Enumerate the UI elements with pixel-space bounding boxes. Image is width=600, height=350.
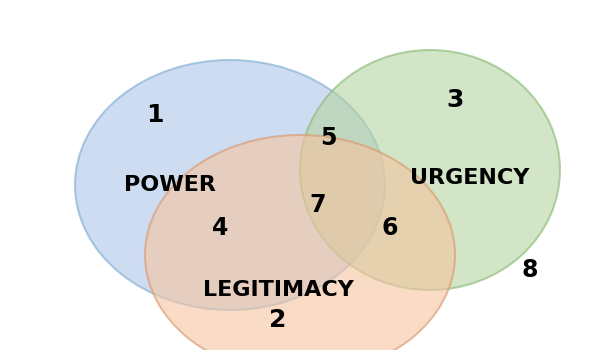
Text: URGENCY: URGENCY (410, 168, 530, 188)
Text: 3: 3 (446, 88, 464, 112)
Ellipse shape (145, 135, 455, 350)
Text: LEGITIMACY: LEGITIMACY (203, 280, 353, 300)
Text: 2: 2 (269, 308, 287, 332)
Ellipse shape (75, 60, 385, 310)
Text: 6: 6 (382, 216, 398, 240)
Text: 7: 7 (310, 193, 326, 217)
Text: 1: 1 (146, 103, 164, 127)
Ellipse shape (300, 50, 560, 290)
Text: 8: 8 (522, 258, 538, 282)
Text: 4: 4 (212, 216, 228, 240)
Text: 5: 5 (320, 126, 336, 150)
Text: POWER: POWER (124, 175, 216, 195)
